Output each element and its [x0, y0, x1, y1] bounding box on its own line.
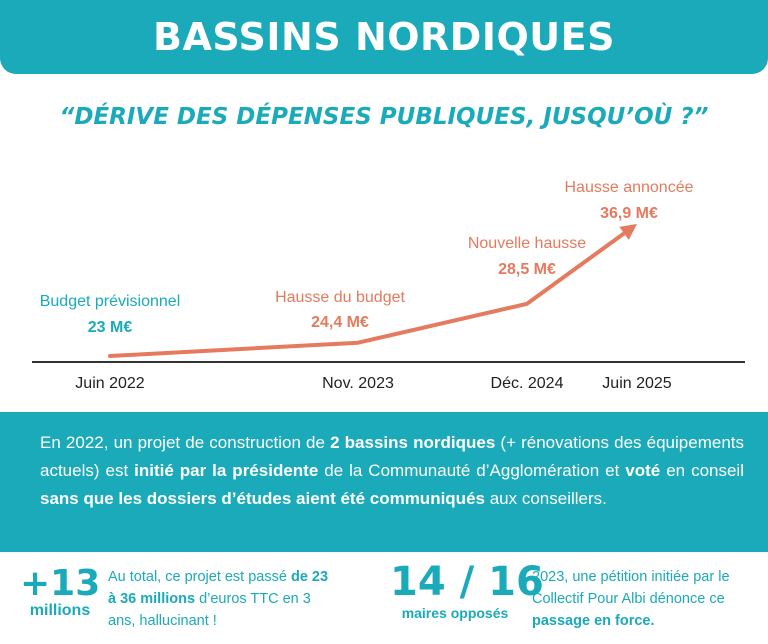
stat-mayors-segment: 2023, une pétition initiée par le Collec…	[532, 569, 730, 607]
intro-segment: aux conseillers.	[484, 489, 607, 508]
stat-mayors: 14 / 16 maires opposés	[390, 559, 544, 622]
subtitle-quote: “DÉRIVE DES DÉPENSES PUBLIQUES, JUSQU’OÙ…	[59, 104, 709, 130]
x-tick-label: Juin 2022	[75, 375, 144, 392]
stat-increase-segment: de 23 à 36 millions	[108, 569, 329, 607]
stat-increase-segment: Au total, ce projet est passé	[108, 569, 291, 585]
intro-segment: sans que les dossiers d’études aient été…	[40, 489, 485, 508]
header-banner: BASSINS NORDIQUES	[0, 0, 768, 74]
stat-increase-number: +13	[20, 563, 101, 604]
intro-segment: En 2022, un projet de construction de	[40, 433, 331, 452]
intro-segment: voté	[625, 461, 661, 480]
annotation-title: Budget prévisionnel	[40, 293, 181, 310]
stat-increase-text: Au total, ce projet est passé de 23 à 36…	[108, 566, 340, 632]
stat-increase-segment: d’euros TTC en 3 ans, hallucinant !	[108, 591, 311, 629]
intro-panel: En 2022, un projet de construction de 2 …	[0, 412, 768, 552]
x-tick-label: Nov. 2023	[322, 375, 394, 392]
annotation-title: Nouvelle hausse	[468, 235, 586, 252]
intro-paragraph: En 2022, un projet de construction de 2 …	[40, 429, 744, 513]
stat-mayors-number: 14 / 16	[390, 559, 544, 605]
intro-segment: initié par la présidente	[134, 461, 319, 480]
x-tick-label: Juin 2025	[602, 375, 671, 392]
intro-segment: (+ rénovations des équipements actuels) …	[40, 433, 744, 480]
intro-segment: de la Communauté d’Agglomération et	[318, 461, 626, 480]
annotation-value: 28,5 M€	[498, 261, 556, 278]
page-title: BASSINS NORDIQUES	[153, 15, 615, 59]
annotation-value: 24,4 M€	[311, 314, 369, 331]
intro-segment: en conseil	[660, 461, 744, 480]
annotation-value: 36,9 M€	[600, 205, 658, 222]
stat-increase-label: millions	[29, 602, 91, 619]
stat-mayors-text: 2023, une pétition initiée par le Collec…	[532, 566, 756, 632]
intro-segment: 2 bassins nordiques	[330, 433, 496, 452]
budget-chart: Juin 2022 Nov. 2023 Déc. 2024 Juin 2025 Budg…	[32, 179, 745, 392]
annotation-title: Hausse du budget	[275, 289, 405, 306]
annotation-value: 23 M€	[88, 319, 133, 336]
annotation-title: Hausse annoncée	[565, 179, 694, 196]
arrow-head	[619, 224, 637, 240]
stat-increase: +13 millions	[20, 566, 100, 620]
stat-mayors-label: maires opposés	[401, 605, 509, 621]
budget-line	[108, 227, 631, 358]
x-tick-label: Déc. 2024	[491, 375, 564, 392]
stat-mayors-segment: passage en force.	[532, 613, 655, 629]
